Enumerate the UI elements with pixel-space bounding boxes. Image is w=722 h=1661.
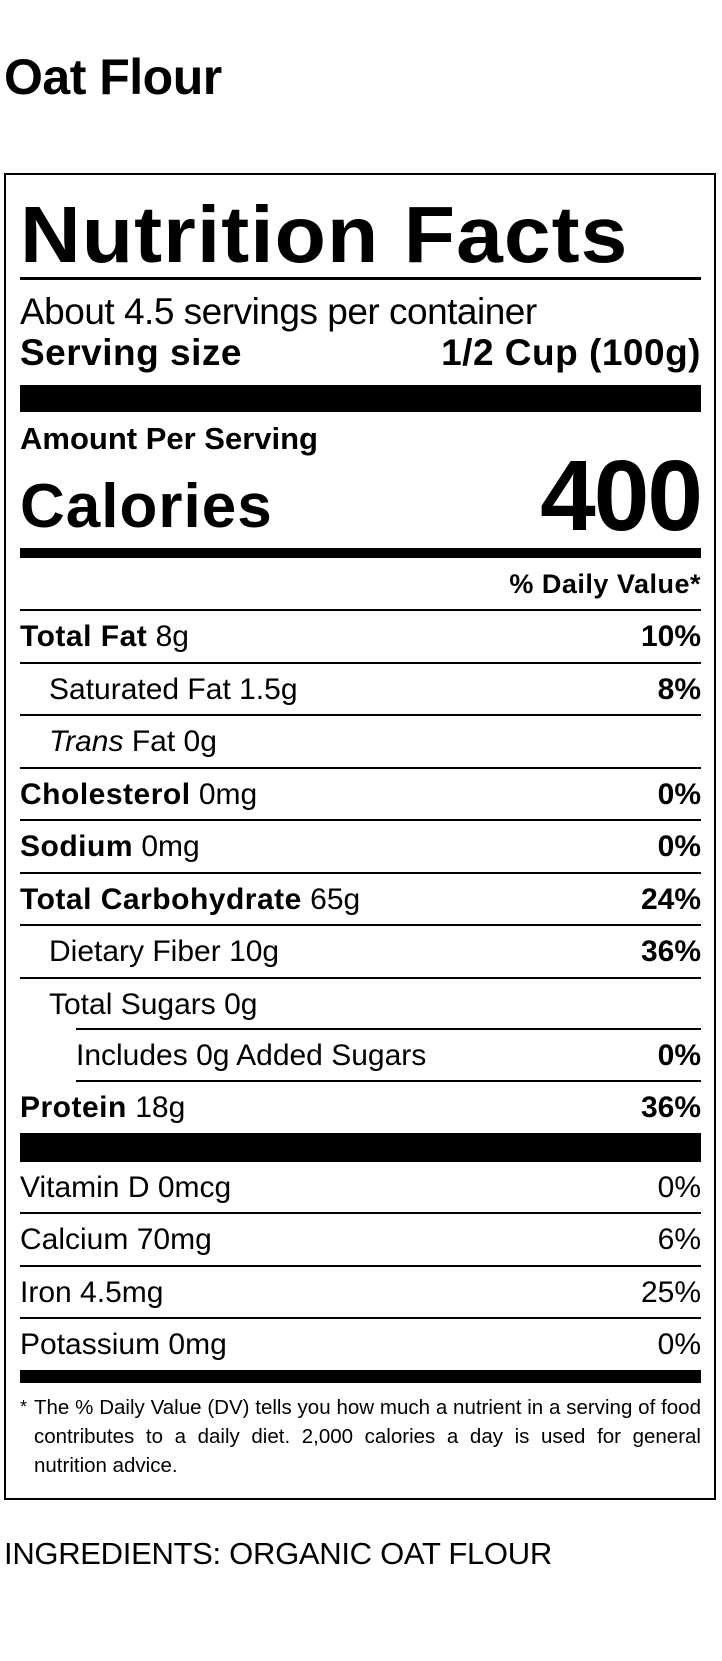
- nutrient-amount: 0mg: [198, 777, 258, 811]
- nutrient-dv: 0%: [657, 777, 701, 811]
- vitamin-dv: 0%: [657, 1170, 701, 1204]
- product-title: Oat Flour: [4, 49, 222, 105]
- nutrient-amount: 65g: [310, 882, 361, 916]
- amount-per-serving: Amount Per Serving: [20, 421, 318, 456]
- nutrient-row-added-sugars: Includes 0g Added Sugars 0%: [76, 1027, 701, 1082]
- nutrient-row-total-fat: Total Fat 8g 10%: [20, 611, 701, 664]
- nutrient-row-cholesterol: Cholesterol 0mg 0%: [20, 769, 701, 821]
- vitamin-dv: 0%: [657, 1328, 701, 1361]
- vitamin-amount: 4.5mg: [80, 1275, 164, 1309]
- serving-size-value: 1/2 Cup (100g): [441, 332, 701, 373]
- medium-divider: [20, 548, 701, 558]
- vitamin-name: Vitamin D: [20, 1170, 150, 1204]
- calories-value: 400: [540, 440, 703, 552]
- nutrient-name: Protein: [20, 1091, 127, 1124]
- nutrient-amount: 0mg: [141, 830, 200, 863]
- nutrient-name: Saturated Fat: [49, 672, 231, 706]
- nutrient-row-protein: Protein 18g 36%: [20, 1082, 701, 1133]
- nutrient-amount: 10g: [229, 935, 280, 968]
- footnote-text: The % Daily Value (DV) tells you how muc…: [34, 1395, 701, 1477]
- nutrient-amount: 1.5g: [239, 672, 298, 706]
- vitamin-amount: 0mg: [168, 1328, 227, 1361]
- nutrient-amount: 0g: [183, 725, 217, 758]
- vitamin-name: Iron: [20, 1275, 72, 1309]
- nutrient-row-saturated-fat: Saturated Fat 1.5g 8%: [20, 664, 701, 716]
- nutrient-row-dietary-fiber: Dietary Fiber 10g 36%: [20, 926, 701, 979]
- nutrient-dv: 8%: [657, 672, 701, 706]
- nutrient-row-sodium: Sodium 0mg 0%: [20, 821, 701, 874]
- nutrient-name-suffix: Fat: [131, 725, 176, 758]
- vitamin-row-iron: Iron 4.5mg 25%: [20, 1267, 701, 1319]
- nutrient-name: Trans: [49, 725, 124, 758]
- nutrient-name: Total Sugars: [49, 987, 216, 1021]
- calories-label: Calories: [20, 472, 273, 541]
- vitamin-amount: 0mcg: [157, 1170, 232, 1204]
- footnote-star: *: [20, 1396, 28, 1417]
- nutrient-dv: 0%: [657, 1038, 701, 1072]
- nutrition-facts-label: Nutrition Facts About 4.5 servings per c…: [4, 173, 716, 1500]
- nutrient-amount: 8g: [155, 620, 189, 653]
- nutrient-dv: 10%: [640, 620, 701, 653]
- label-heading: Nutrition Facts: [20, 190, 629, 279]
- nutrient-dv: 24%: [640, 882, 701, 916]
- nutrient-amount: 18g: [135, 1091, 186, 1124]
- nutrient-name: Includes 0g Added Sugars: [76, 1038, 427, 1072]
- nutrient-dv: 36%: [640, 935, 701, 968]
- vitamin-name: Potassium: [20, 1328, 161, 1361]
- thick-divider: [20, 385, 701, 412]
- vitamin-row-calcium: Calcium 70mg 6%: [20, 1214, 701, 1267]
- servings-per-container: About 4.5 servings per container: [20, 291, 537, 332]
- nutrient-row-total-carbohydrate: Total Carbohydrate 65g 24%: [20, 874, 701, 926]
- nutrient-name: Total Carbohydrate: [20, 882, 302, 916]
- nutrient-name: Dietary Fiber: [49, 935, 221, 968]
- daily-value-header: % Daily Value*: [20, 558, 701, 611]
- nutrient-row-total-sugars: Total Sugars 0g: [20, 979, 701, 1030]
- nutrient-name: Sodium: [20, 830, 133, 863]
- footnote: * The % Daily Value (DV) tells you how m…: [20, 1393, 701, 1480]
- medium-divider: [20, 1369, 701, 1383]
- divider: [20, 277, 701, 280]
- vitamin-row-vitamin-d: Vitamin D 0mcg 0%: [20, 1162, 701, 1214]
- nutrient-dv: 0%: [657, 830, 701, 863]
- nutrient-name: Cholesterol: [20, 777, 191, 811]
- calories-row: Calories 400: [20, 446, 703, 546]
- ingredients: INGREDIENTS: ORGANIC OAT FLOUR: [4, 1536, 552, 1571]
- nutrient-dv: 36%: [640, 1091, 701, 1124]
- serving-size-row: Serving size 1/2 Cup (100g): [20, 332, 701, 374]
- nutrient-name: Total Fat: [20, 620, 148, 653]
- vitamin-dv: 25%: [640, 1275, 701, 1309]
- vitamin-row-potassium: Potassium 0mg 0%: [20, 1319, 701, 1370]
- vitamin-name: Calcium: [20, 1223, 129, 1256]
- vitamin-dv: 6%: [657, 1223, 701, 1256]
- vitamin-amount: 70mg: [136, 1223, 212, 1256]
- nutrient-amount: 0g: [224, 987, 258, 1021]
- nutrient-row-trans-fat: Trans Fat 0g: [20, 716, 701, 769]
- serving-size-label: Serving size: [20, 332, 242, 373]
- thick-divider: [20, 1132, 701, 1162]
